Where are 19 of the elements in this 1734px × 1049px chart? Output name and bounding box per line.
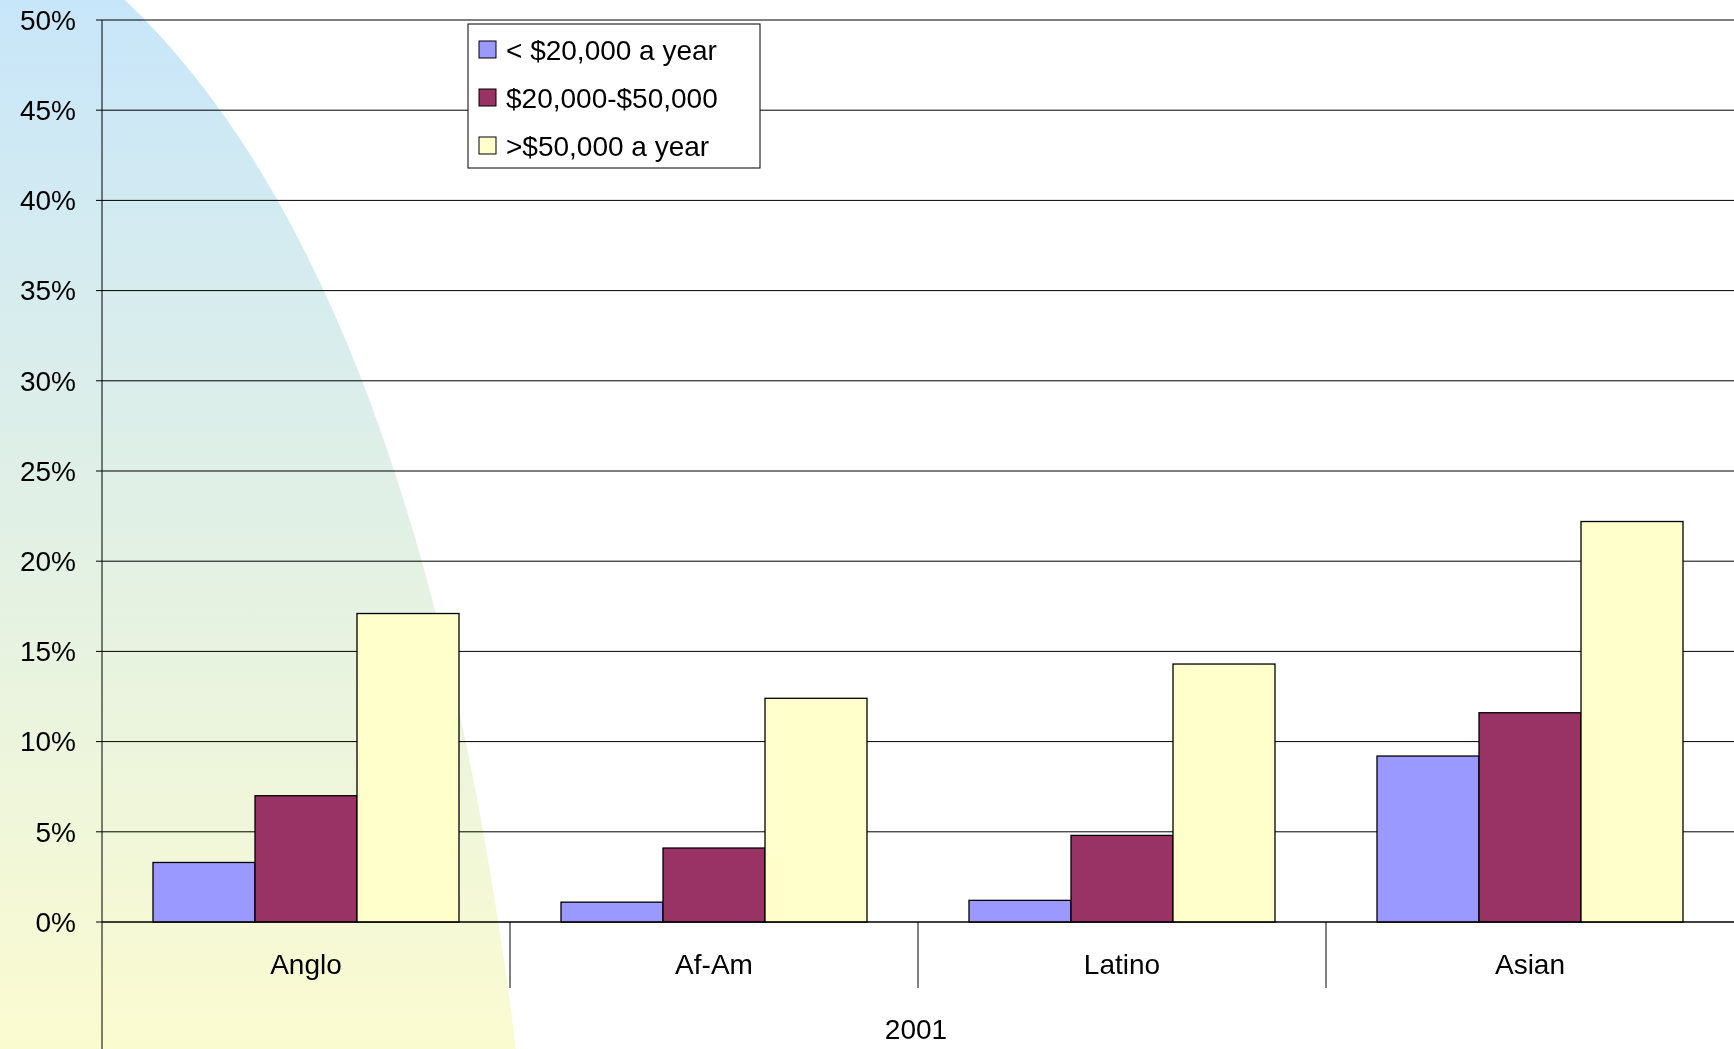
y-tick-label: 30% <box>19 365 76 397</box>
y-tick-label: 35% <box>19 275 76 307</box>
x-tick-label: Asian <box>1494 949 1566 980</box>
y-tick-label: 50% <box>19 4 76 36</box>
legend-label: < $20,000 a year <box>506 34 717 66</box>
y-tick-label: 45% <box>19 95 76 126</box>
y-tick-label: 15% <box>19 636 76 668</box>
y-tick-label: 20% <box>19 546 76 577</box>
legend-label: >$50,000 a year <box>506 130 710 162</box>
x-tick-label: Af-Am <box>675 949 753 980</box>
x-tick-label: Latino <box>1083 949 1161 980</box>
x-axis-title: 2001 <box>884 1014 948 1045</box>
y-tick-label: 0% <box>35 906 76 938</box>
legend-label: $20,000-$50,000 <box>506 82 718 114</box>
y-tick-label: 10% <box>19 726 76 758</box>
y-tick-label: 25% <box>19 455 76 487</box>
y-tick-label: 5% <box>35 816 76 848</box>
y-tick-label: 40% <box>19 185 76 217</box>
x-tick-label: Anglo <box>270 949 342 980</box>
